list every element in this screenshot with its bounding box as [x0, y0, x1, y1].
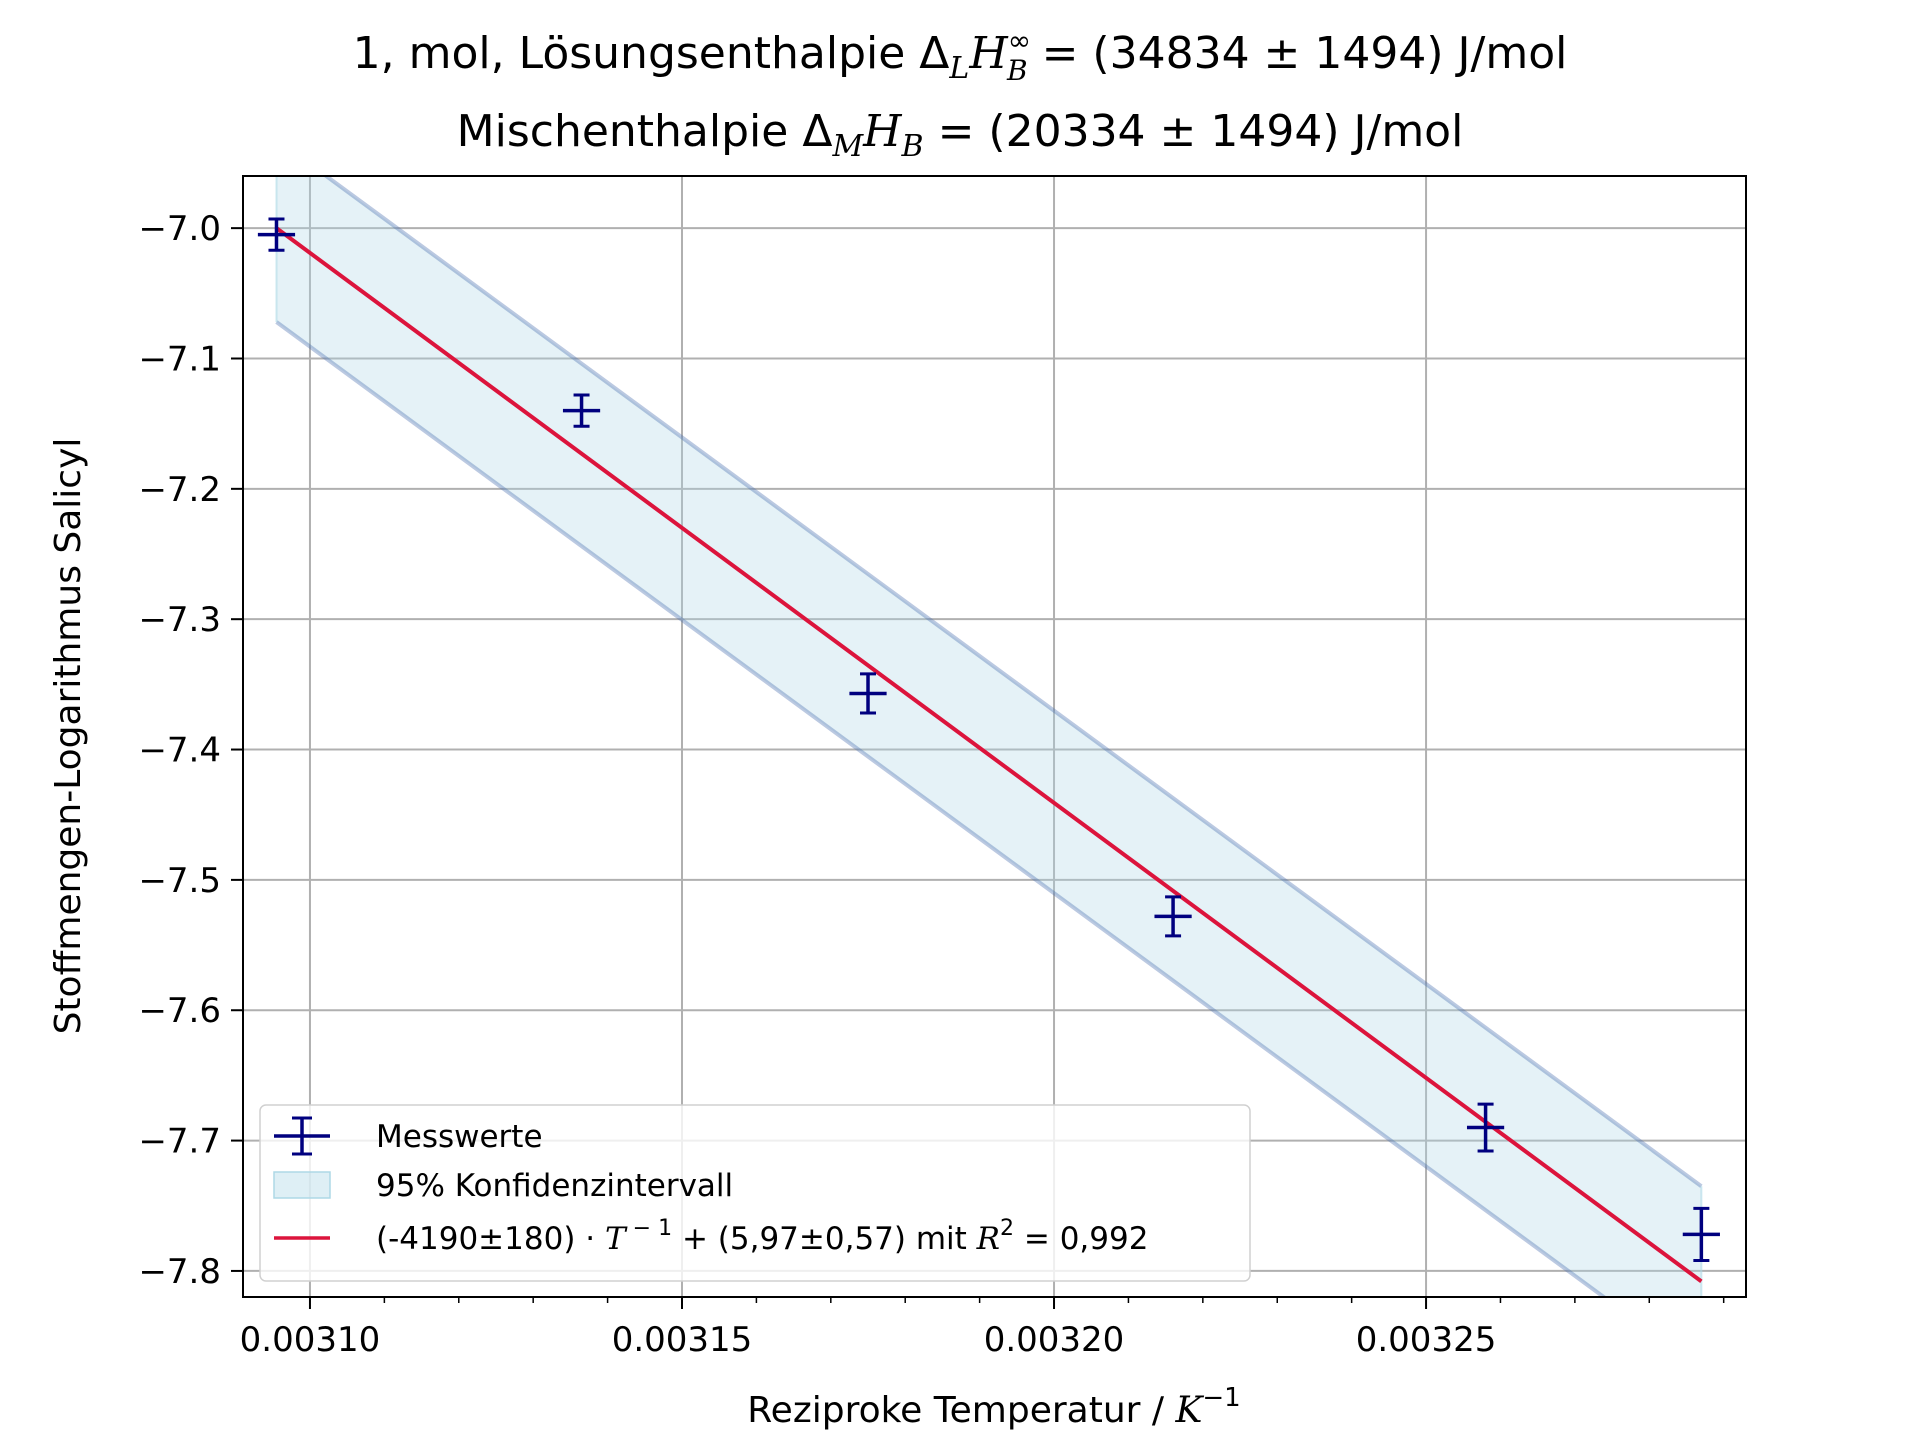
legend-label-messwerte: Messwerte — [376, 1119, 543, 1155]
confidence-upper-edge — [322, 176, 1703, 1188]
x-tick-label: 0.00315 — [612, 1320, 753, 1360]
x-tick-label: 0.00310 — [240, 1320, 381, 1360]
y-tick-label: −7.8 — [138, 1252, 221, 1292]
data-point — [257, 217, 296, 252]
legend-label-band: 95% Konfidenzintervall — [376, 1168, 733, 1204]
fit-line — [275, 226, 1703, 1283]
plot-frame — [242, 175, 1747, 1298]
y-axis-ticks: −7.0 −7.1 −7.2 −7.3 −7.4 −7.5 −7.6 −7.7 −7.8 — [138, 209, 243, 1292]
data-point — [1682, 1206, 1720, 1263]
legend-box — [259, 1104, 1251, 1282]
chart-title-line2: Mischenthalpie ΔMHB = (20334 ± 1494) J/m… — [457, 106, 1464, 164]
x-tick-label: 0.00325 — [1356, 1320, 1497, 1360]
y-tick-label: −7.4 — [138, 731, 221, 771]
legend: Messwerte 95% Konfidenzintervall (-4190±… — [259, 1104, 1251, 1282]
x-axis-ticks: 0.00310 0.00315 0.00320 0.00325 — [240, 1297, 1725, 1360]
x-tick-label: 0.00320 — [984, 1320, 1125, 1360]
confidence-lower-edge — [275, 320, 1608, 1297]
y-axis-label: Stoffmengen-Logarithmus Salicyl — [48, 438, 89, 1035]
data-point — [849, 672, 887, 715]
y-tick-label: −7.7 — [138, 1122, 221, 1162]
chart-title-line1: 1, mol, Lösungsenthalpie ΔLH∞ B = (34834 … — [353, 24, 1568, 87]
data-point — [1466, 1102, 1505, 1153]
fit-line-group — [275, 226, 1703, 1283]
data-point — [1154, 895, 1192, 938]
legend-marker-band — [273, 1171, 331, 1199]
y-tick-label: −7.1 — [138, 339, 221, 379]
y-tick-label: −7.6 — [138, 991, 221, 1031]
y-tick-label: −7.3 — [138, 600, 221, 640]
y-tick-label: −7.2 — [138, 470, 221, 510]
data-points — [257, 217, 1720, 1263]
x-axis-label: Reziproke Temperatur / K−1 — [747, 1383, 1240, 1431]
legend-marker-messwerte — [274, 1116, 330, 1156]
legend-label-fit: (-4190±180) · T − 1 + (5,97±0,57) mit R2… — [376, 1216, 1148, 1257]
y-tick-label: −7.0 — [138, 209, 221, 249]
data-point — [562, 393, 601, 428]
y-tick-label: −7.5 — [138, 861, 221, 901]
